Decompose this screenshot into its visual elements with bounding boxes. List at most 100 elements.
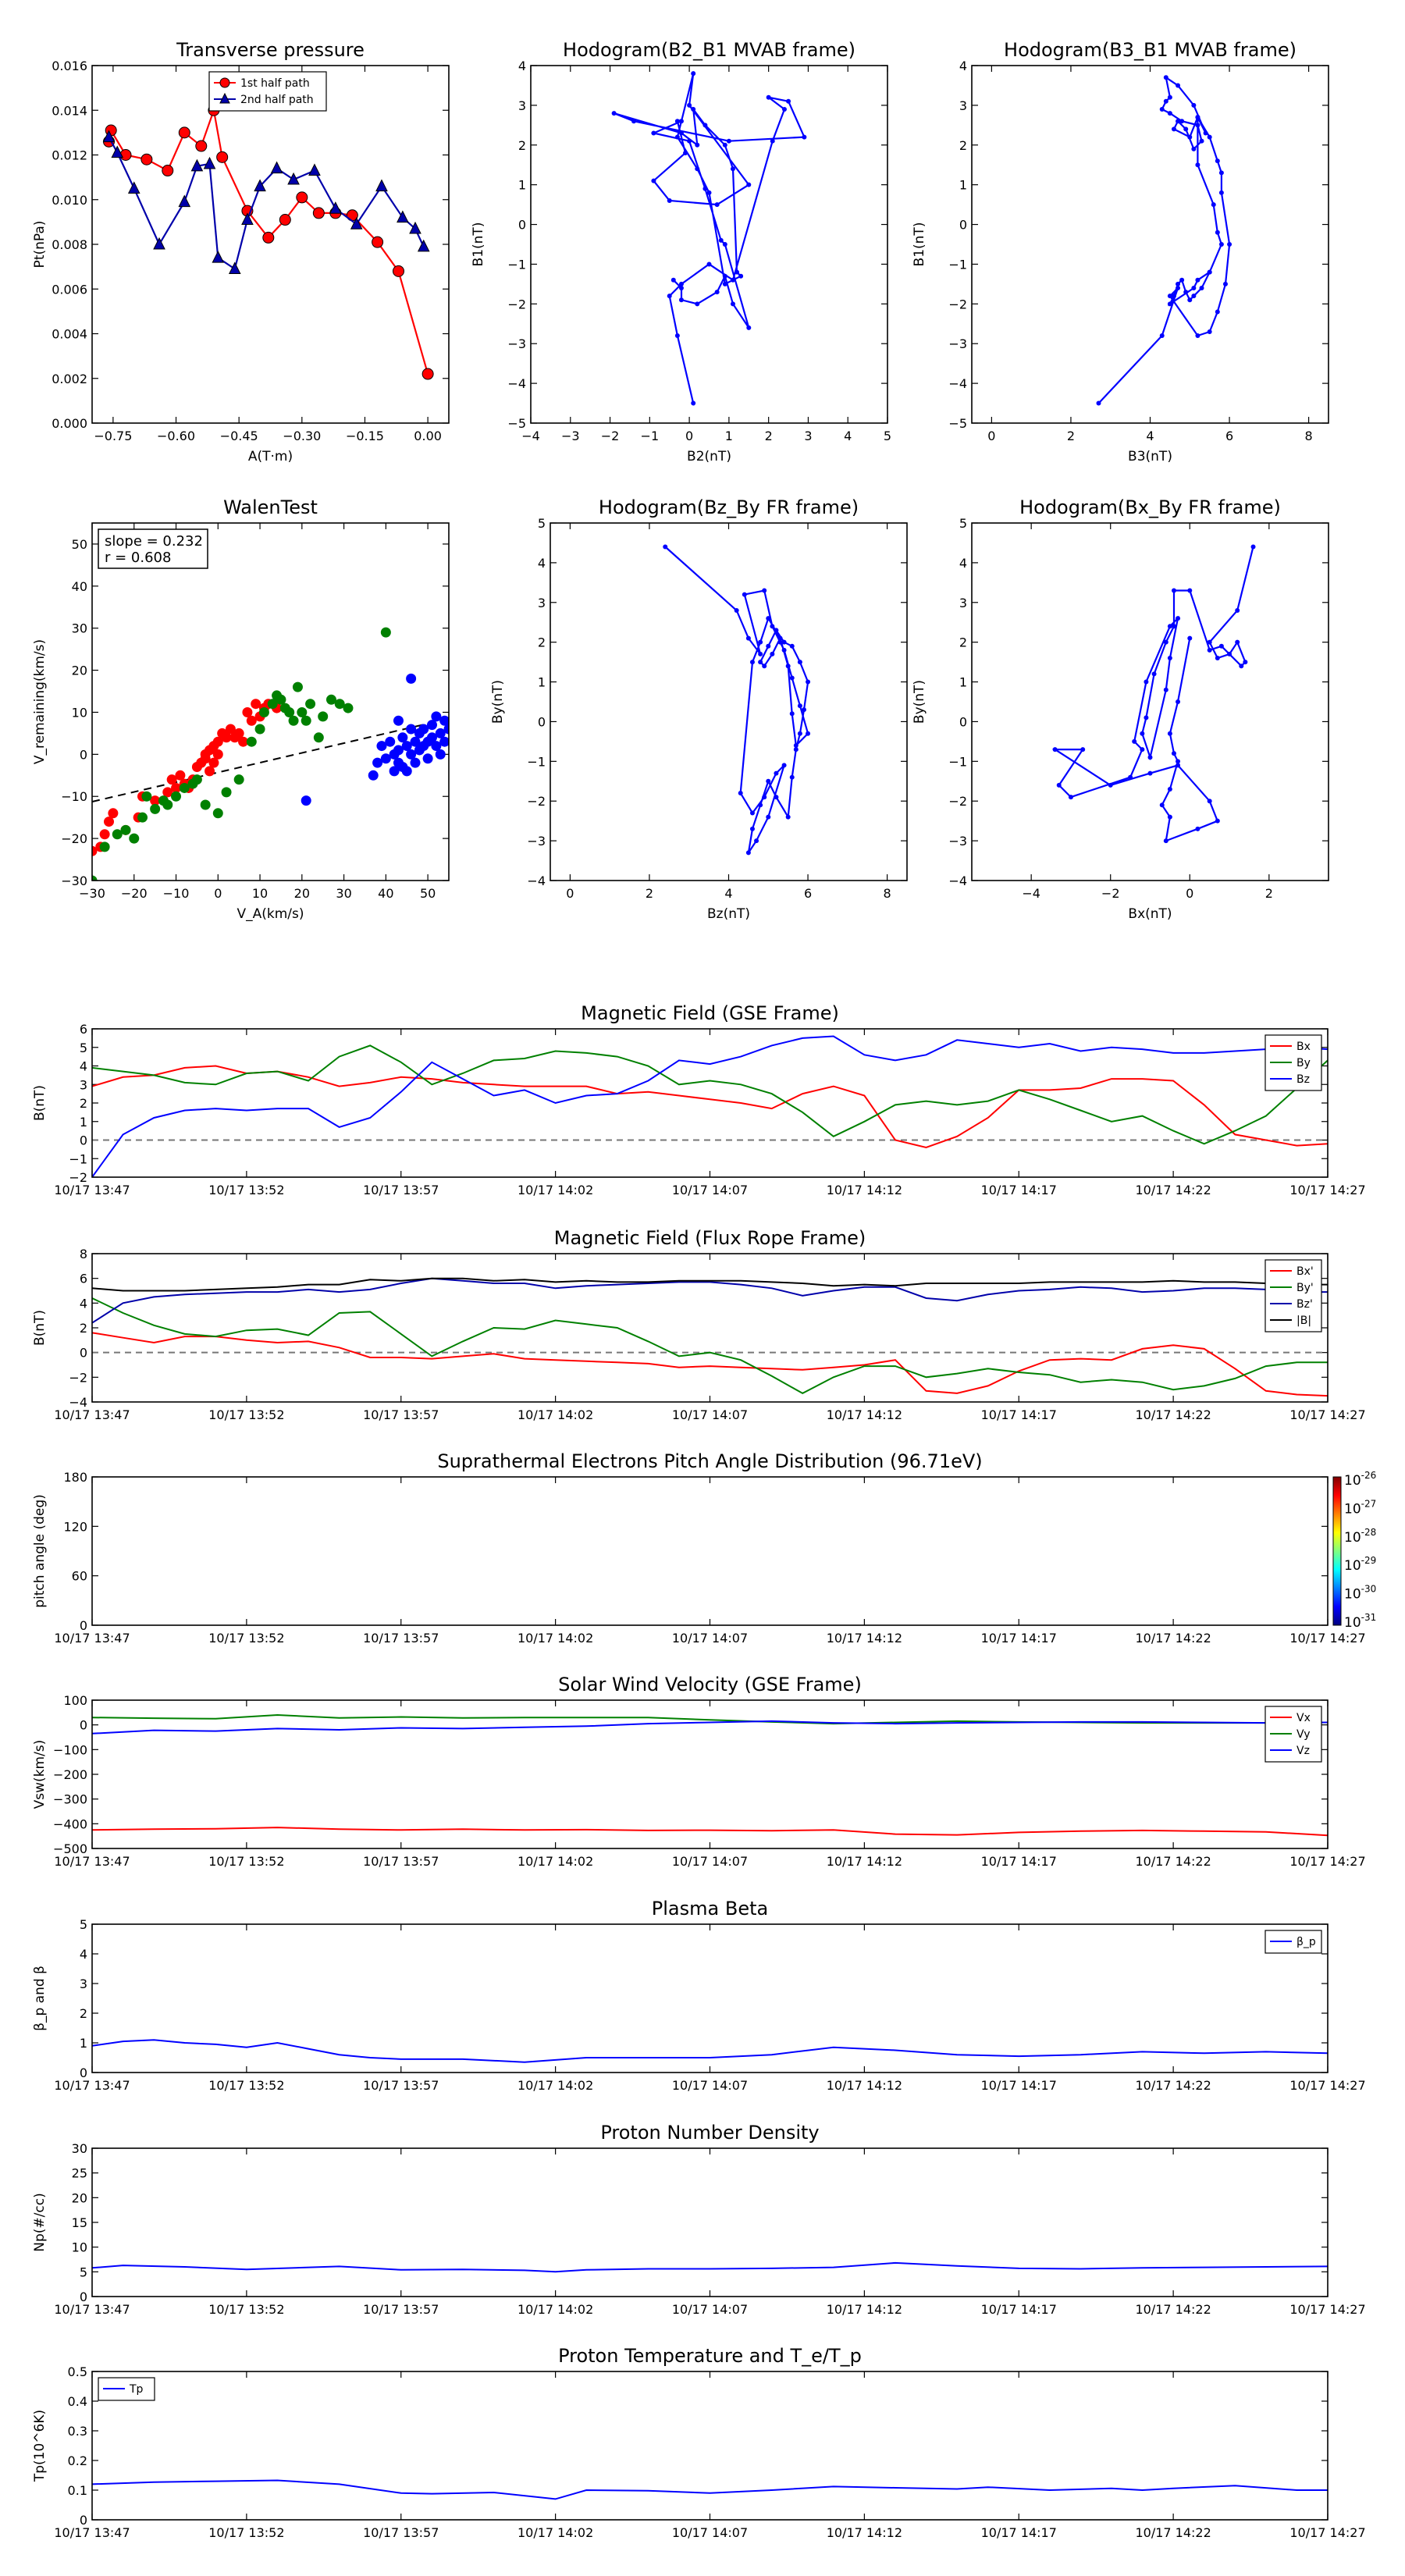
y-tick-label: 20 (72, 664, 87, 678)
x-tick-label: 10/17 14:22 (1135, 2302, 1211, 2317)
series-line (92, 1044, 1328, 1145)
y-tick-label: 0 (80, 1133, 87, 1148)
y-tick-label: −2 (948, 794, 967, 809)
series-p (92, 2039, 1328, 2063)
y-axis-label: Vsw(km/s) (32, 1740, 48, 1809)
chart-title: Suprathermal Electrons Pitch Angle Distr… (437, 1450, 982, 1472)
data-point (1167, 786, 1172, 792)
y-tick-label: 100 (63, 1693, 87, 1708)
x-tick-label: 10/17 14:17 (981, 2525, 1057, 2540)
data-point (1159, 802, 1165, 808)
data-point (730, 277, 735, 283)
data-point (179, 782, 190, 793)
series-s0 (1051, 544, 1256, 844)
data-point (1218, 242, 1224, 247)
x-axis-label: Bx(nT) (1128, 906, 1172, 922)
x-tick-label: 50 (420, 886, 436, 901)
series-blue (301, 673, 449, 806)
x-tick-label: 10/17 14:12 (827, 1407, 902, 1422)
plot-frame (91, 522, 450, 881)
data-point (785, 814, 791, 820)
x-tick-label: 10/17 14:12 (827, 1854, 902, 1869)
series-vz (92, 1720, 1328, 1735)
x-tick-label: 10/17 13:57 (363, 1183, 439, 1197)
y-axis-label: By(nT) (912, 680, 927, 724)
data-point (254, 724, 265, 735)
y-tick-label: 0.1 (68, 2483, 87, 2498)
data-point (251, 699, 261, 710)
data-point (714, 290, 720, 295)
x-axis-label: A(T·m) (248, 449, 293, 464)
y-axis-label: By(nT) (490, 680, 506, 724)
data-point (190, 158, 204, 172)
x-tick-label: 10/17 14:12 (827, 1631, 902, 1646)
y-tick-label: 50 (72, 537, 87, 552)
x-axis-label: V_A(km/s) (237, 906, 304, 922)
y-tick-label: 0.006 (52, 282, 87, 297)
y-tick-label: 5 (80, 1041, 87, 1055)
data-point (714, 202, 720, 208)
data-point (1215, 229, 1220, 235)
data-point (242, 706, 253, 717)
data-point (670, 277, 676, 283)
x-tick-label: 10/17 13:57 (363, 1631, 439, 1646)
y-tick-label: 0.3 (68, 2424, 87, 2439)
x-tick-label: 10/17 13:57 (363, 1407, 439, 1422)
data-point (1195, 826, 1200, 831)
data-point (1176, 616, 1181, 621)
data-point (1195, 115, 1200, 120)
data-point (1191, 285, 1197, 290)
colorbar-label: 10-30 (1344, 1584, 1376, 1603)
data-point (758, 651, 763, 656)
chart-title: Plasma Beta (652, 1898, 768, 1920)
x-tick-label: −3 (561, 429, 580, 443)
series-line (1051, 546, 1254, 842)
legend-label: Vy (1297, 1728, 1311, 1741)
data-point (678, 297, 684, 303)
data-point (1171, 624, 1176, 629)
legend: Bx By Bz (1264, 1034, 1322, 1091)
x-tick-label: 6 (804, 886, 812, 901)
y-tick-label: 20 (72, 2190, 87, 2205)
data-point (1187, 588, 1193, 593)
legend: Vx Vy Vz (1264, 1706, 1322, 1763)
data-point (1163, 639, 1168, 645)
data-point (1080, 747, 1086, 753)
x-tick-label: 8 (1305, 429, 1313, 443)
legend-label: |B| (1297, 1315, 1311, 1327)
data-point (1239, 664, 1244, 669)
data-point (422, 753, 433, 764)
data-point (431, 711, 442, 722)
data-point (171, 782, 182, 793)
series-by (92, 1297, 1328, 1395)
data-point (678, 119, 684, 124)
x-tick-label: 2 (646, 886, 653, 901)
y-tick-label: 1 (80, 2036, 87, 2051)
data-point (667, 294, 672, 299)
y-tick-label: 2 (518, 138, 526, 153)
x-tick-label: 10/17 13:52 (208, 1183, 284, 1197)
plot-frame (91, 1923, 1329, 2073)
data-point (426, 732, 437, 743)
legend-label: Tp (129, 2383, 144, 2396)
chart-title: Transverse pressure (176, 39, 365, 61)
data-point (762, 664, 767, 669)
data-point (738, 273, 744, 279)
chart-tp: Proton Temperature and T_e/T_p 0 0.1 0.2 0.3… (32, 2345, 1366, 2540)
series-line (92, 1827, 1328, 1837)
data-point (762, 795, 767, 800)
data-point (397, 732, 408, 743)
x-tick-label: 10/17 13:47 (54, 2525, 130, 2540)
x-tick-label: −1 (641, 429, 660, 443)
data-point (409, 221, 422, 234)
data-point (774, 770, 779, 776)
data-point (312, 207, 325, 219)
data-point (1159, 106, 1165, 112)
x-tick-label: 10/17 13:57 (363, 2302, 439, 2317)
plot-frame (550, 522, 908, 881)
y-tick-label: 0.014 (52, 103, 87, 118)
plot-frame (91, 2147, 1329, 2297)
data-point (1167, 294, 1172, 299)
chart-pad: Suprathermal Electrons Pitch Angle Distr… (32, 1450, 1376, 1646)
series-line (92, 1277, 1328, 1324)
